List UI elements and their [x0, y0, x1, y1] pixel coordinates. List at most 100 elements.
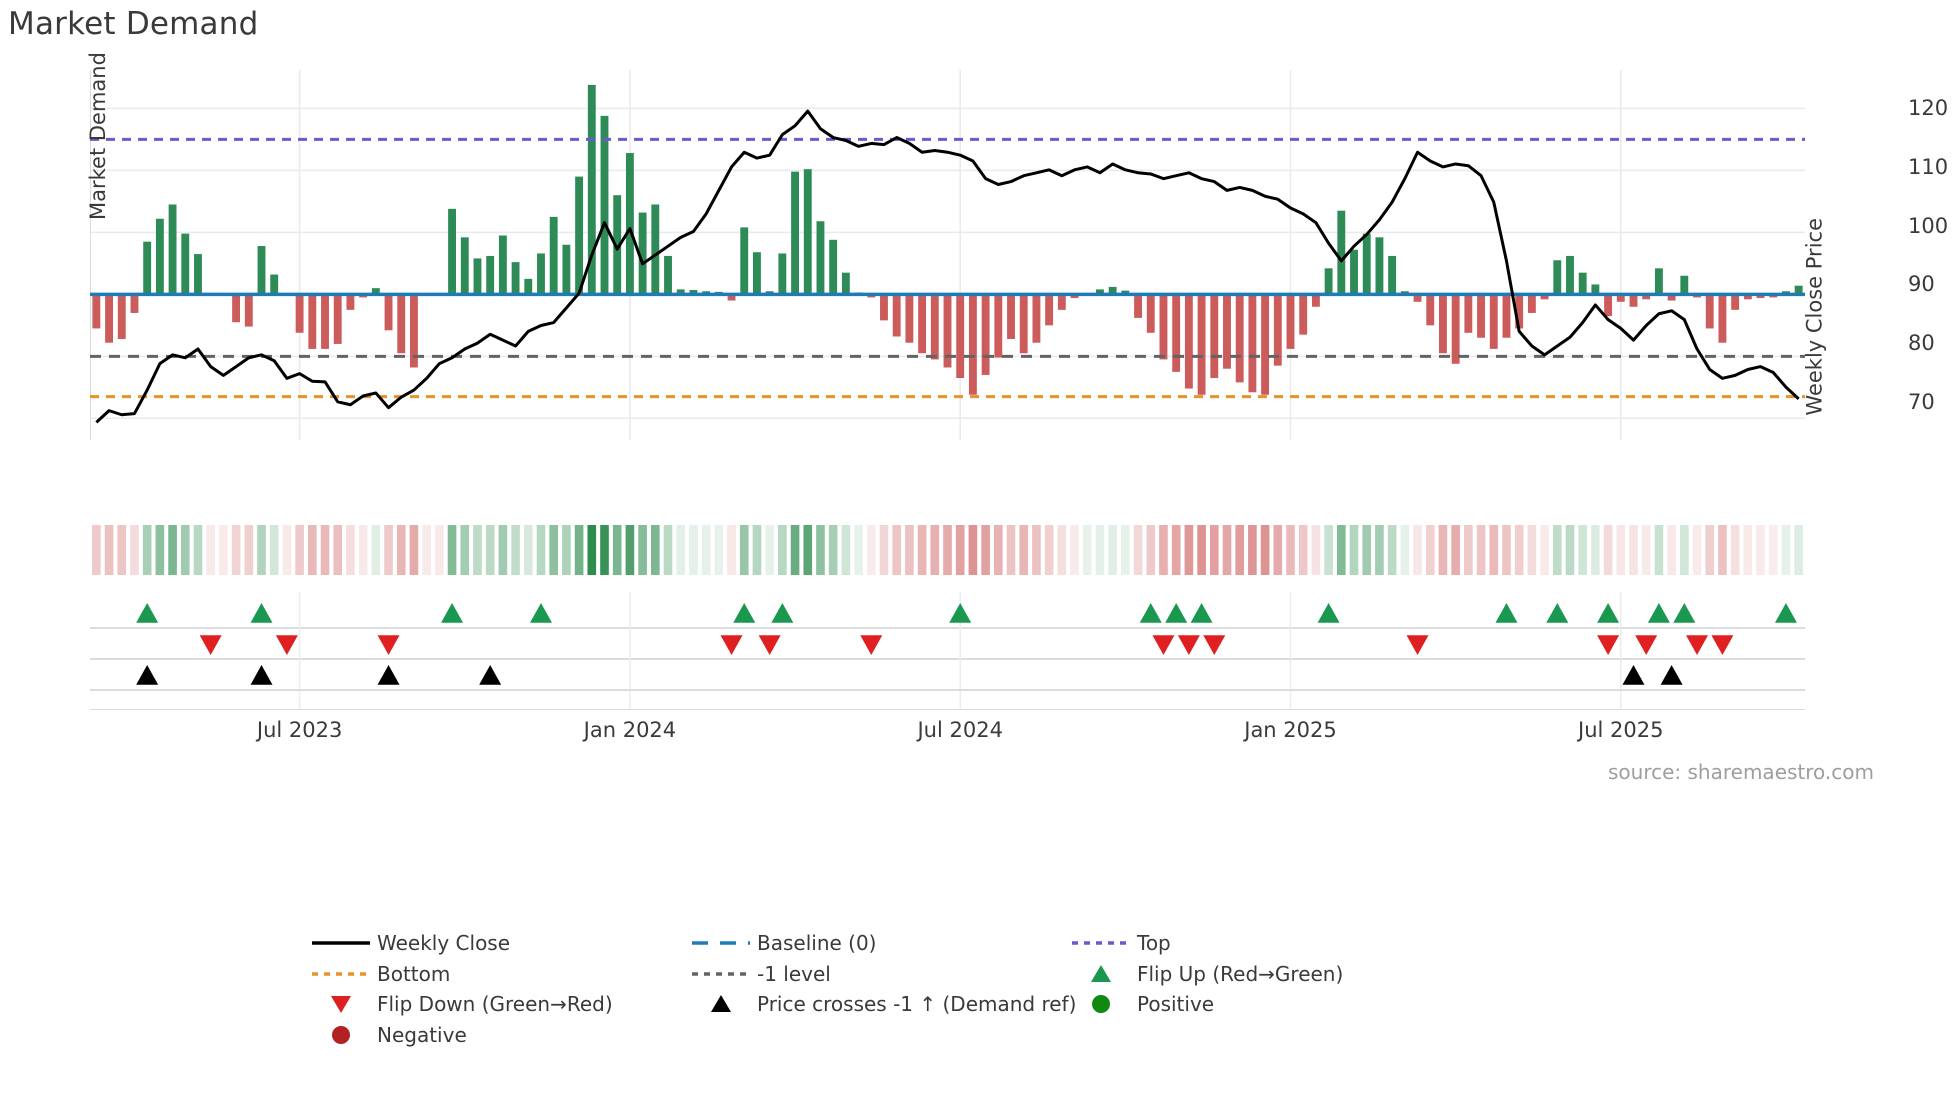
heat-cell [1273, 525, 1283, 575]
price-cross-marker [1622, 665, 1645, 685]
flip-up-marker [1317, 603, 1340, 623]
heat-cell [1692, 525, 1702, 575]
heat-cell [180, 525, 190, 575]
legend-item[interactable]: Flip Down (Green→Red) [305, 989, 685, 1020]
heat-cell [1591, 525, 1600, 575]
triangle-up-icon [1091, 964, 1111, 982]
heat-cell [485, 525, 495, 575]
heat-cell [1781, 525, 1791, 575]
demand-bar [244, 294, 253, 327]
legend-item[interactable]: Positive [1065, 989, 1445, 1020]
dotted-line-icon [1072, 941, 1130, 945]
y2-axis-tick: 120 [1908, 96, 1949, 121]
demand-bar [1604, 294, 1613, 317]
legend-symbol [685, 962, 757, 986]
heat-cell [1425, 525, 1435, 575]
demand-bar [1286, 294, 1295, 349]
demand-bar [1439, 294, 1447, 354]
heat-cell [257, 525, 266, 575]
demand-bar [803, 169, 812, 295]
demand-bar [1019, 294, 1028, 354]
heat-cell [1006, 525, 1016, 575]
flip-up-marker [1495, 603, 1518, 623]
heat-cell [1413, 525, 1422, 575]
demand-bar [1223, 294, 1231, 369]
demand-bar [1108, 286, 1117, 295]
heat-cell [905, 525, 914, 575]
circle-icon [1092, 995, 1110, 1014]
heat-cell [1502, 525, 1511, 575]
legend-item[interactable]: Top [1065, 928, 1445, 959]
heat-cell [155, 525, 165, 575]
heat-cell [1286, 525, 1295, 575]
demand-bar [1629, 294, 1638, 307]
demand-bar [1413, 294, 1422, 302]
heat-cell [1260, 525, 1270, 575]
legend-item[interactable]: Bottom [305, 959, 685, 990]
heat-cell [1349, 525, 1359, 575]
demand-bar [155, 218, 164, 295]
heat-cell [1082, 525, 1092, 575]
demand-bar [1731, 294, 1740, 310]
heat-cell [1311, 525, 1321, 575]
demand-bar [397, 294, 406, 354]
legend-symbol [685, 992, 757, 1016]
legend-item[interactable]: Weekly Close [305, 928, 685, 959]
heat-cell [701, 525, 711, 575]
demand-bar [829, 239, 838, 295]
demand-bar [1451, 294, 1460, 364]
heat-cell [562, 525, 571, 575]
demand-bar [168, 204, 177, 295]
demand-bar [905, 294, 914, 343]
demand-bar [1553, 260, 1562, 295]
heat-cell [1171, 525, 1181, 575]
heat-cell [358, 525, 368, 575]
demand-bar [1388, 255, 1397, 295]
demand-bar [257, 246, 266, 295]
demand-bar [460, 237, 469, 295]
legend-item[interactable]: -1 level [685, 959, 1065, 990]
demand-bar [92, 294, 101, 329]
flip-down-marker [1406, 635, 1429, 655]
legend-label: -1 level [757, 961, 831, 986]
heat-cell [600, 525, 609, 575]
flip-down-marker [377, 635, 400, 655]
flip-down-marker [199, 635, 222, 655]
heat-cell [1464, 525, 1473, 575]
legend-row: Weekly Close Baseline (0) Top [305, 928, 1605, 959]
demand-bar [1362, 233, 1371, 295]
legend-item[interactable]: Flip Up (Red→Green) [1065, 959, 1445, 990]
demand-bar [1096, 289, 1104, 295]
y2-axis-tick: 100 [1908, 213, 1949, 238]
demand-bar [486, 255, 495, 295]
legend-item[interactable]: Baseline (0) [685, 928, 1065, 959]
heat-cell [1629, 525, 1638, 575]
heat-cell [1552, 525, 1562, 575]
demand-bar [587, 84, 596, 295]
heat-cell [307, 525, 317, 575]
heat-cell [714, 525, 724, 575]
demand-bar [1210, 294, 1219, 379]
legend-label: Positive [1137, 992, 1215, 1017]
heat-cell [371, 525, 381, 575]
flip-down-marker [1635, 635, 1658, 655]
flip-down-marker [275, 635, 298, 655]
legend-label: Weekly Close [377, 931, 511, 956]
chart-title: Market Demand [8, 6, 259, 42]
heat-cell [1336, 525, 1346, 575]
heat-cell [549, 525, 559, 575]
demand-bar [753, 252, 761, 295]
flip-up-marker [529, 603, 552, 623]
demand-bar [1261, 294, 1270, 395]
heat-cell [1603, 525, 1613, 575]
legend-item[interactable]: Price crosses -1 ↑ (Demand ref) [685, 989, 1076, 1020]
heat-cell [828, 525, 838, 575]
heat-cell [1616, 525, 1626, 575]
demand-bar [410, 294, 418, 368]
demand-bar [727, 294, 736, 301]
legend-item[interactable]: Negative [305, 1020, 685, 1051]
demand-bar [194, 254, 202, 295]
legend-row: Bottom -1 level Flip Up (Red→Green) [305, 959, 1605, 990]
heat-cell [765, 525, 774, 575]
heat-cell [1540, 525, 1549, 575]
